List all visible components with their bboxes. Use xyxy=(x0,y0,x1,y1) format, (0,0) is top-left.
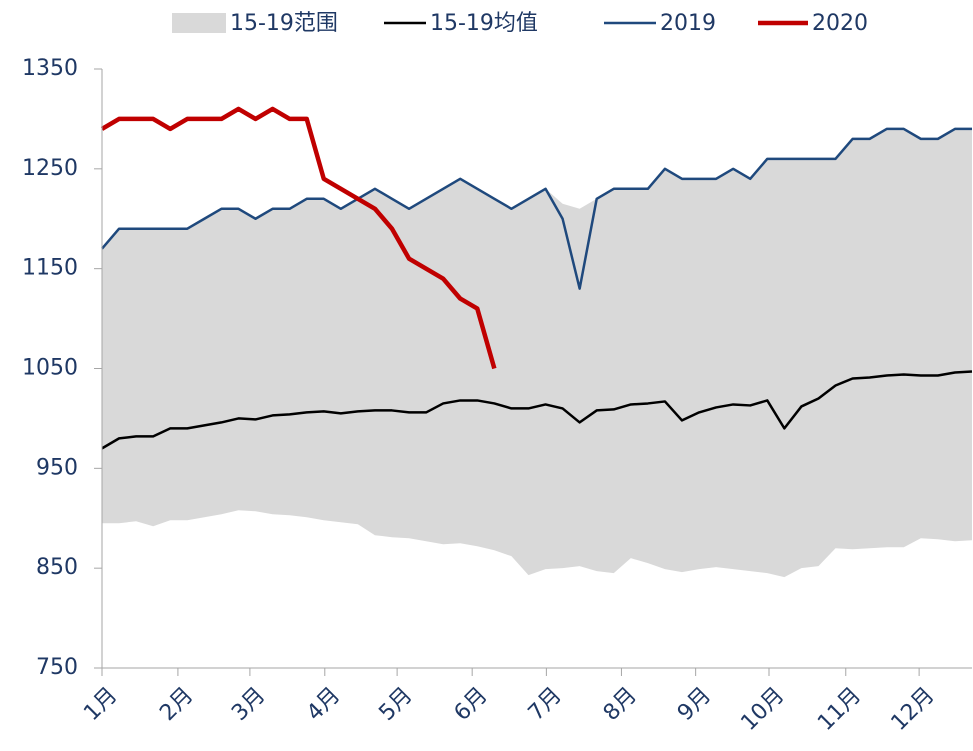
y-tick-label: 750 xyxy=(36,655,78,680)
x-tick-label: 2月 xyxy=(155,683,198,726)
series-line xyxy=(100,106,497,370)
legend-label: 2019 xyxy=(660,11,716,36)
y-tick-label: 1050 xyxy=(22,356,78,381)
x-tick-label: 10月 xyxy=(736,683,789,736)
x-tick-label: 4月 xyxy=(302,683,345,726)
x-tick-label: 6月 xyxy=(450,683,493,726)
x-tick-label: 9月 xyxy=(673,683,716,726)
x-tick-label: 3月 xyxy=(227,683,270,726)
legend-label: 2020 xyxy=(812,11,868,36)
x-tick-label: 7月 xyxy=(524,683,567,726)
x-tick-label: 1月 xyxy=(79,683,122,726)
range-area xyxy=(102,128,972,578)
y-tick-label: 1350 xyxy=(22,56,78,81)
x-tick-label: 12月 xyxy=(887,683,940,736)
legend-label: 15-19均值 xyxy=(430,11,538,36)
x-tick-label: 8月 xyxy=(599,683,642,726)
series-line xyxy=(101,127,972,290)
series-line xyxy=(101,370,973,450)
legend-label: 15-19范围 xyxy=(230,11,338,36)
y-tick-label: 950 xyxy=(36,455,78,480)
x-tick-label: 5月 xyxy=(374,683,417,726)
y-tick-label: 1150 xyxy=(22,256,78,281)
y-tick-label: 1250 xyxy=(22,156,78,181)
y-tick-label: 850 xyxy=(36,555,78,580)
x-tick-label: 11月 xyxy=(813,683,866,736)
legend-swatch xyxy=(172,13,226,33)
